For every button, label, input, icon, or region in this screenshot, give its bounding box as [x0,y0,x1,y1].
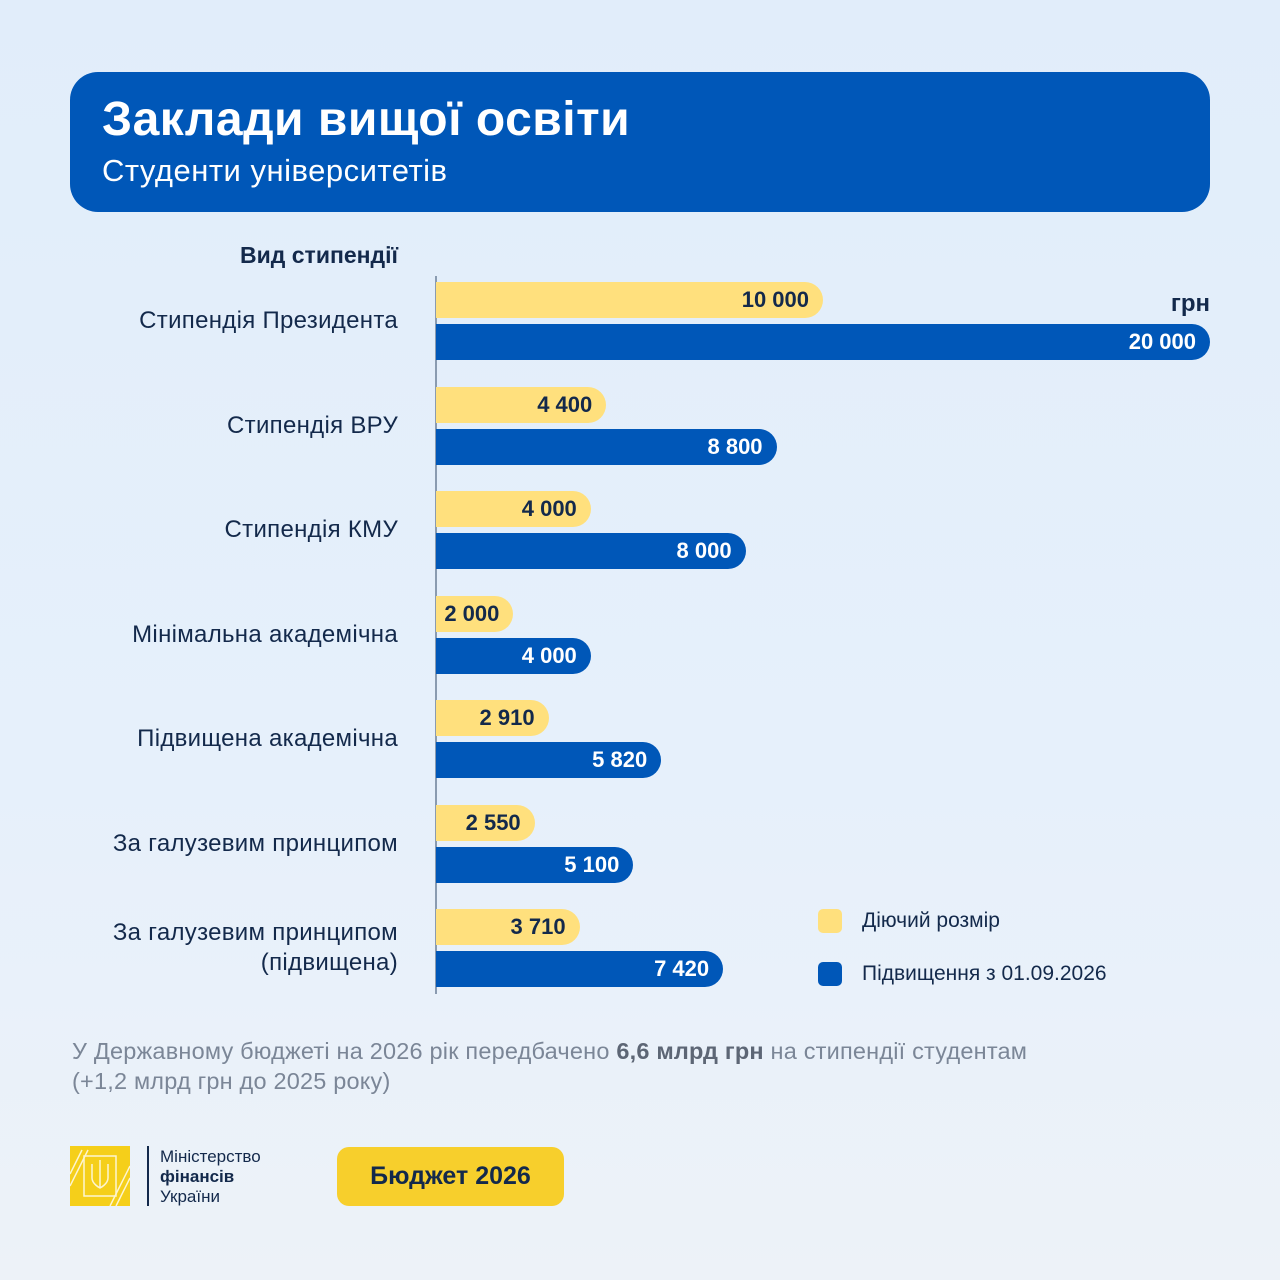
bar-value-label: 2 910 [479,705,535,730]
category-label: Стипендія Президента [139,306,398,336]
bar-value-label: 5 820 [592,747,648,772]
category-label-line: За галузевим принципом [112,919,398,946]
ministry-line: Міністерство [160,1147,261,1166]
bar-current: 2 000 [436,595,514,632]
bar-increase: 7 420 [436,951,724,987]
header-banner: Заклади вищої освіти Студенти університе… [70,72,1210,212]
budget-2026-badge: Бюджет 2026 [337,1147,564,1206]
bar-value-label: 4 400 [537,391,593,417]
legend-label: Підвищення з 01.09.2026 [862,962,1107,985]
bar-current: 4 000 [436,491,591,527]
note-text: на стипендії студентам [763,1038,1028,1064]
bar-value-label: 7 420 [654,956,710,981]
bar-value-label: 5 100 [564,851,620,877]
category-label: За галузевим принципом [113,829,398,859]
bar-increase: 5 100 [436,846,634,883]
bar-value-label: 3 710 [510,914,566,939]
bar-increase: 8 000 [436,533,746,569]
legend-swatch-increase [818,962,842,986]
bar-increase: 4 000 [436,637,591,674]
category-label-line: Стипендія Президента [139,307,398,334]
bar-value-label: 4 000 [521,642,577,668]
category-label: Стипендія КМУ [225,515,398,545]
bar-current: 2 550 [436,804,535,841]
note-text: У Державному бюджеті на 2026 рік передба… [72,1038,617,1064]
category-label: Стипендія ВРУ [227,411,398,441]
budget-note: У Державному бюджеті на 2026 рік передба… [72,1036,1027,1096]
note-line2: (+1,2 млрд грн до 2025 року) [72,1068,391,1094]
unit-label: грн [1170,290,1210,317]
ministry-logo-trident-icon [69,1146,131,1207]
ministry-line: України [160,1187,220,1206]
category-label-line: За галузевим принципом [112,829,398,857]
bar-value-label: 20 000 [1128,329,1196,354]
chart-axis [435,276,437,994]
page-subtitle: Студенти університетів [102,153,448,188]
category-label-line: Мінімальна академічна [132,620,398,648]
category-header: Вид стипендії [240,242,398,268]
legend-label: Діючий розмір [862,909,1000,932]
bar-current: 10 000 [436,282,823,318]
bar-increase: 5 820 [436,742,662,778]
bar-current: 4 400 [436,386,607,423]
bar-value-label: 4 000 [521,496,577,521]
category-label: Мінімальна академічна [132,620,398,650]
category-label: За галузевим принципом (підвищена) [113,918,398,978]
legend-item-increase: Підвищення з 01.09.2026 [818,962,1107,986]
legend-item-current: Діючий розмір [818,909,1000,933]
bar-increase: 8 800 [436,428,777,465]
note-amount: 6,6 млрд грн [616,1038,764,1064]
category-label-line: Підвищена академічна [137,725,398,752]
category-label: Підвищена академічна [137,724,398,754]
bar-value-label: 2 000 [444,600,500,626]
category-label-line: (підвищена) [260,949,398,976]
bar-current: 3 710 [436,909,580,945]
ministry-line: фінансів [160,1167,235,1186]
bar-value-label: 8 800 [707,433,763,459]
bar-value-label: 2 550 [465,809,521,835]
page-title: Заклади вищої освіти [102,93,631,146]
bar-current: 2 910 [436,700,549,736]
legend-swatch-current [818,909,842,933]
logo-divider [147,1146,149,1206]
category-label-line: Стипендія ВРУ [227,411,398,439]
ministry-name: Міністерство фінансів України [160,1147,261,1207]
bar-value-label: 10 000 [741,287,809,312]
bar-increase: 20 000 [436,324,1210,360]
bar-value-label: 8 000 [676,538,732,563]
category-label-line: Стипендія КМУ [224,516,398,543]
